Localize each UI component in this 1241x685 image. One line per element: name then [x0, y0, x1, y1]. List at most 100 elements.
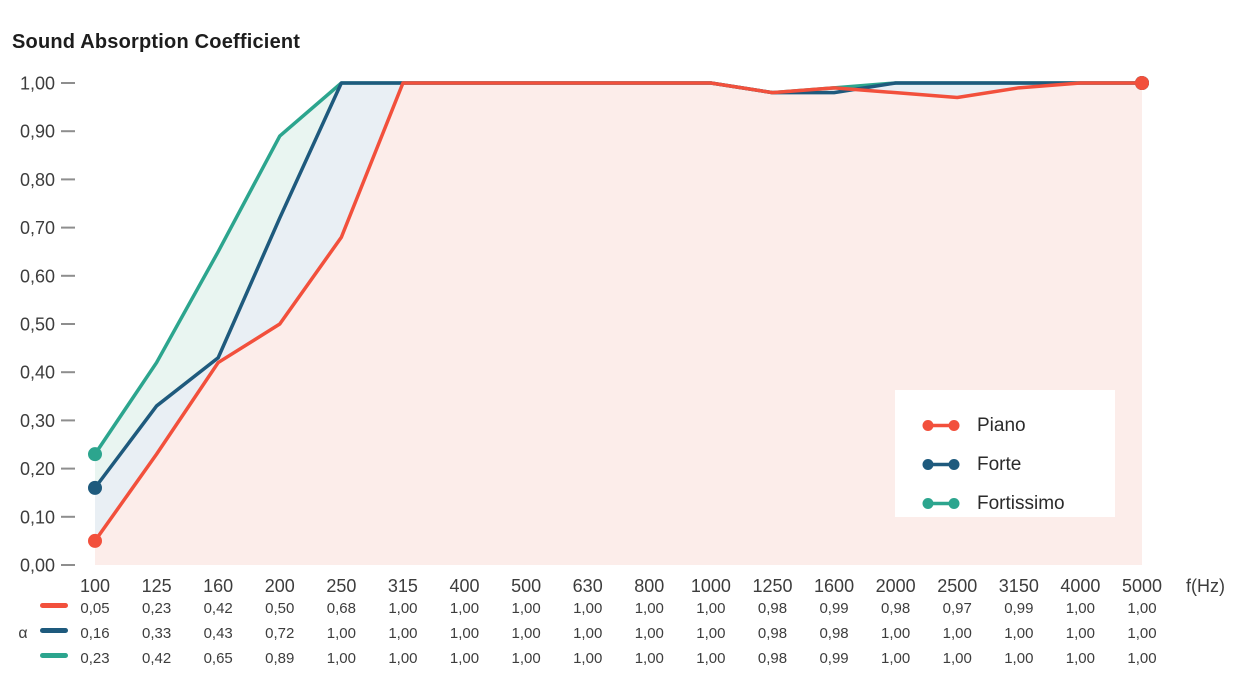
- chart-legend: Piano Forte Fortissimo: [895, 390, 1115, 517]
- table-value: 1,00: [943, 625, 972, 642]
- table-value: 0,72: [265, 625, 294, 642]
- table-value: 1,00: [1004, 625, 1033, 642]
- table-value: 1,00: [1066, 600, 1095, 617]
- table-value: 1,00: [635, 625, 664, 642]
- table-value: 1,00: [1127, 600, 1156, 617]
- y-axis-tick-label: 0,20: [20, 459, 55, 479]
- table-value: 1,00: [450, 600, 479, 617]
- y-axis-tick-label: 0,60: [20, 266, 55, 286]
- table-value: 0,42: [204, 600, 233, 617]
- x-axis-tick-label: 125: [142, 576, 172, 596]
- y-axis-tick-label: 0,00: [20, 556, 55, 576]
- y-axis-tick-label: 0,10: [20, 507, 55, 527]
- table-value: 0,23: [80, 650, 109, 667]
- table-value: 1,00: [1066, 625, 1095, 642]
- legend-label-fortissimo: Fortissimo: [977, 492, 1065, 514]
- table-value: 1,00: [512, 600, 541, 617]
- legend-item-piano[interactable]: Piano: [921, 412, 1115, 439]
- table-value: 0,65: [204, 650, 233, 667]
- y-axis-tick-label: 0,90: [20, 122, 55, 142]
- legend-item-fortissimo[interactable]: Fortissimo: [921, 490, 1115, 517]
- x-axis-tick-label: 160: [203, 576, 233, 596]
- table-value: 1,00: [450, 625, 479, 642]
- table-value: 0,43: [204, 625, 233, 642]
- table-value: 1,00: [573, 625, 602, 642]
- x-axis-tick-label: 630: [573, 576, 603, 596]
- table-value: 1,00: [635, 600, 664, 617]
- table-value: 0,99: [819, 600, 848, 617]
- table-value: 1,00: [696, 650, 725, 667]
- x-axis-tick-label: 2500: [937, 576, 977, 596]
- piano-series-line: [93, 81, 1144, 543]
- table-value: 1,00: [512, 625, 541, 642]
- table-value: 1,00: [388, 650, 417, 667]
- table-value: 0,98: [881, 600, 910, 617]
- x-axis-tick-label: 2000: [876, 576, 916, 596]
- table-value: 1,00: [1127, 650, 1156, 667]
- table-value: 0,99: [1004, 600, 1033, 617]
- table-value: 0,33: [142, 625, 171, 642]
- x-axis-tick-label: 200: [265, 576, 295, 596]
- x-axis-tick-label: 4000: [1060, 576, 1100, 596]
- table-value: 0,99: [819, 650, 848, 667]
- x-axis-tick-label: 5000: [1122, 576, 1162, 596]
- chart-title: Sound Absorption Coefficient: [12, 31, 301, 53]
- x-axis-tick-label: 250: [326, 576, 356, 596]
- x-axis-tick-label: 1250: [752, 576, 792, 596]
- forte-dumbbell-marker-icon: [922, 459, 960, 470]
- table-value: 0,98: [758, 650, 787, 667]
- table-row-swatch-forte: [40, 628, 68, 633]
- piano-dumbbell-marker-icon: [922, 420, 960, 431]
- table-value: 1,00: [388, 600, 417, 617]
- x-axis-tick-label: 800: [634, 576, 664, 596]
- piano-first-point-marker: [88, 533, 102, 548]
- legend-label-piano: Piano: [977, 414, 1026, 436]
- table-value: 1,00: [1127, 625, 1156, 642]
- y-axis-tick-label: 0,40: [20, 363, 55, 383]
- x-axis-tick-label: 500: [511, 576, 541, 596]
- legend-item-forte[interactable]: Forte: [921, 451, 1115, 478]
- table-value: 1,00: [573, 600, 602, 617]
- table-value: 1,00: [881, 650, 910, 667]
- table-value: 1,00: [450, 650, 479, 667]
- piano-last-point-marker: [1135, 76, 1149, 90]
- table-value: 0,68: [327, 600, 356, 617]
- table-value: 1,00: [881, 625, 910, 642]
- table-value: 1,00: [635, 650, 664, 667]
- forte-first-point-marker: [88, 480, 102, 495]
- table-value: 1,00: [573, 650, 602, 667]
- table-value: 1,00: [512, 650, 541, 667]
- y-axis-tick-label: 0,50: [20, 315, 55, 335]
- table-value: 1,00: [327, 650, 356, 667]
- table-value: 1,00: [327, 625, 356, 642]
- table-row-swatch-fortissimo: [40, 653, 68, 658]
- table-value: 0,42: [142, 650, 171, 667]
- y-axis-tick-label: 1,00: [20, 74, 55, 94]
- x-axis-tick-label: 315: [388, 576, 418, 596]
- fortissimo-first-point-marker: [88, 447, 102, 462]
- table-value: 0,05: [80, 600, 109, 617]
- y-axis-tick-label: 0,70: [20, 218, 55, 238]
- x-axis-unit-label: f(Hz): [1186, 576, 1225, 596]
- table-row-swatch-piano: [40, 603, 68, 608]
- y-axis-tick-label: 0,80: [20, 170, 55, 190]
- table-value: 1,00: [696, 625, 725, 642]
- table-value: 0,98: [819, 625, 848, 642]
- table-value: 0,97: [943, 600, 972, 617]
- table-value: 1,00: [696, 600, 725, 617]
- alpha-symbol-label: α: [18, 625, 27, 642]
- x-axis-tick-label: 100: [80, 576, 110, 596]
- piano-series-area: [95, 83, 1142, 565]
- table-value: 0,89: [265, 650, 294, 667]
- x-axis-tick-label: 3150: [999, 576, 1039, 596]
- y-axis-tick-label: 0,30: [20, 411, 55, 431]
- table-value: 1,00: [1066, 650, 1095, 667]
- table-value: 0,98: [758, 600, 787, 617]
- table-value: 0,98: [758, 625, 787, 642]
- x-axis-tick-label: 400: [450, 576, 480, 596]
- table-value: 0,23: [142, 600, 171, 617]
- table-value: 1,00: [1004, 650, 1033, 667]
- table-value: 0,50: [265, 600, 294, 617]
